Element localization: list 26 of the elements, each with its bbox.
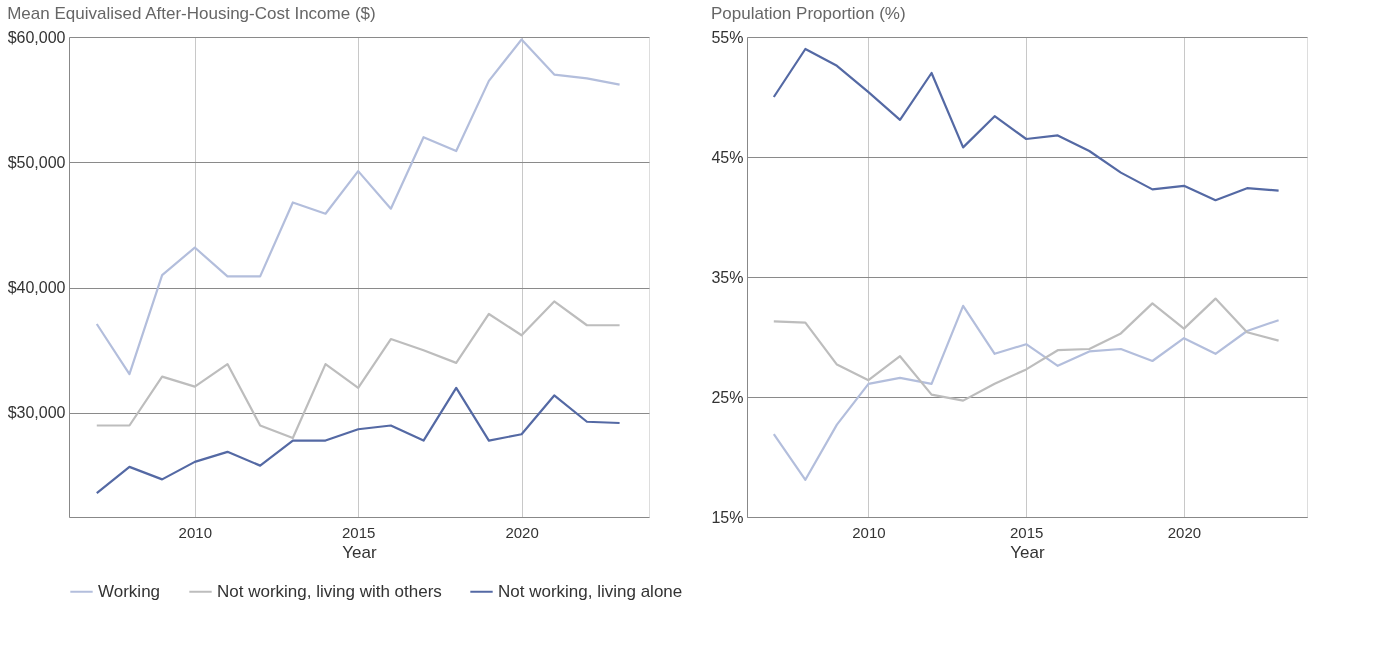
x-tick-label: 2020 <box>1167 523 1202 541</box>
chart-title: Mean Equivalised After-Housing-Cost Income ($) <box>7 4 376 23</box>
y-tick-label: 15% <box>711 508 744 526</box>
x-tick-label: 2010 <box>178 523 212 541</box>
line-series <box>772 47 1280 202</box>
y-tick-label: $40,000 <box>7 279 66 297</box>
y-tick-label: $50,000 <box>7 153 66 171</box>
line-series <box>95 386 621 495</box>
legend-label: Working <box>98 581 161 601</box>
x-tick-label: 2015 <box>1010 523 1044 541</box>
y-tick-label: $60,000 <box>7 28 66 46</box>
x-tick-label: 2010 <box>852 523 886 541</box>
y-tick-label: 55% <box>711 28 744 46</box>
line-series <box>772 304 1280 481</box>
x-axis-title: Year <box>342 542 378 562</box>
x-tick-label: 2020 <box>505 523 539 541</box>
y-tick-label: $30,000 <box>7 404 66 422</box>
x-axis-title: Year <box>1010 542 1046 562</box>
y-tick-label: 25% <box>711 388 744 406</box>
legend-label: Not working, living alone <box>498 581 683 601</box>
line-series <box>95 38 621 376</box>
x-tick-label: 2015 <box>342 523 376 541</box>
legend-label: Not working, living with others <box>217 581 442 601</box>
y-tick-label: 35% <box>711 268 744 286</box>
y-tick-label: 45% <box>711 148 744 166</box>
chart-title: Population Proportion (%) <box>710 4 906 23</box>
